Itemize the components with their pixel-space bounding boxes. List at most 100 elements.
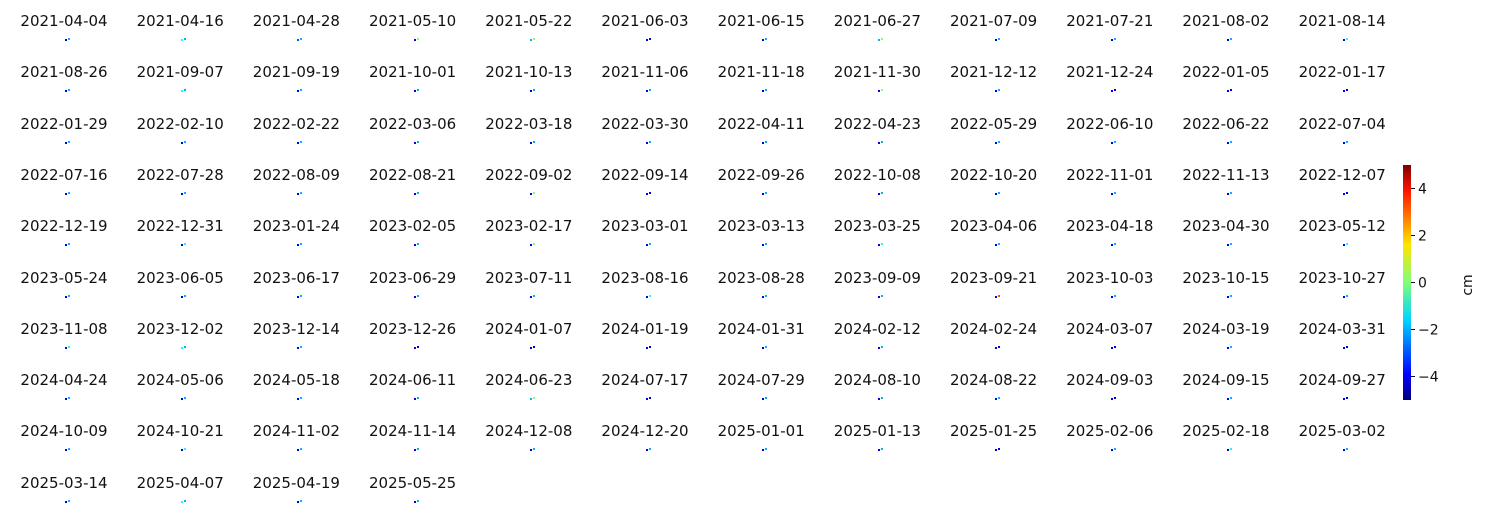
panel-title: 2025-02-06 [1066, 422, 1154, 441]
colorbar-tick-label: 2 [1418, 229, 1427, 245]
panel: 2025-03-14 [6, 462, 122, 512]
panel: 2022-09-26 [703, 154, 819, 204]
panel-title: 2022-06-22 [1182, 114, 1270, 133]
panel-heatmap [646, 345, 651, 349]
panel-heatmap [1227, 345, 1232, 349]
panel-heatmap [762, 397, 768, 401]
heatmap-cell [762, 90, 765, 93]
panel: 2024-05-06 [122, 359, 238, 409]
heatmap-cell [532, 294, 535, 297]
panel-title: 2021-04-28 [252, 12, 340, 30]
heatmap-cell [1346, 294, 1349, 297]
heatmap-cell [994, 39, 997, 41]
panel-title: 2024-01-07 [485, 319, 573, 338]
panel: 2022-06-22 [1168, 103, 1284, 153]
heatmap-cell [765, 294, 768, 297]
heatmap-cell [1110, 141, 1113, 144]
panel-heatmap [65, 294, 70, 298]
heatmap-cell [181, 90, 184, 93]
panel-heatmap [413, 397, 419, 401]
panel: 2023-09-09 [819, 257, 935, 307]
heatmap-cell [878, 90, 881, 93]
heatmap-cell [68, 448, 70, 451]
panel-title: 2024-12-08 [485, 422, 573, 441]
heatmap-cell [1343, 192, 1346, 195]
panel: 2022-04-23 [819, 103, 935, 153]
panel: 2023-12-14 [238, 308, 354, 358]
panel: 2024-05-18 [238, 359, 354, 409]
panel: 2022-08-21 [355, 154, 471, 204]
panel: 2022-03-30 [587, 103, 703, 153]
heatmap-cell [1230, 448, 1232, 451]
panel-heatmap [413, 38, 419, 41]
heatmap-cell [997, 294, 1000, 297]
panel: 2024-11-14 [355, 410, 471, 460]
heatmap-cell [297, 141, 300, 144]
panel: 2025-02-06 [1052, 410, 1168, 460]
panel-heatmap [65, 191, 70, 195]
panel-heatmap [1343, 38, 1349, 41]
colorbar-tick-label: −2 [1418, 323, 1439, 339]
panel-heatmap [1343, 294, 1349, 298]
panel: 2023-02-17 [471, 205, 587, 255]
heatmap-cell [297, 500, 300, 503]
panel: 2024-12-08 [471, 410, 587, 460]
panel-title: 2023-03-13 [717, 217, 805, 236]
panel-heatmap [413, 345, 419, 349]
heatmap-cell [1346, 448, 1349, 451]
heatmap-cell [65, 295, 67, 298]
heatmap-cell [646, 192, 648, 195]
panel-title: 2023-06-29 [369, 268, 457, 287]
heatmap-cell [1227, 192, 1229, 195]
panel: 2023-04-06 [936, 205, 1052, 255]
panel-title: 2021-06-27 [833, 12, 921, 30]
panel-title: 2024-03-19 [1182, 319, 1270, 338]
panel: 2021-05-10 [355, 0, 471, 50]
panel-title: 2022-06-10 [1066, 114, 1154, 133]
panel: 2022-01-29 [6, 103, 122, 153]
heatmap-cell [68, 38, 70, 40]
heatmap-cell [881, 243, 884, 246]
panel-heatmap [994, 448, 1000, 452]
heatmap-cell [1230, 294, 1232, 297]
panel-title: 2023-01-24 [252, 217, 340, 236]
panel-title: 2022-08-09 [252, 165, 340, 184]
panel-heatmap [65, 448, 70, 452]
heatmap-cell [300, 448, 303, 451]
panel-heatmap [762, 448, 768, 452]
panel-heatmap [181, 89, 187, 93]
heatmap-cell [68, 243, 70, 246]
panel-heatmap [297, 397, 303, 401]
heatmap-cell [300, 345, 303, 348]
heatmap-cell [529, 449, 532, 452]
panel: 2023-07-11 [471, 257, 587, 307]
panel: 2024-07-29 [703, 359, 819, 409]
panel: 2023-12-02 [122, 308, 238, 358]
panel: 2021-09-19 [238, 51, 354, 101]
panel-title: 2022-09-26 [717, 165, 805, 184]
panel-title: 2022-11-13 [1182, 165, 1270, 184]
heatmap-cell [1110, 244, 1113, 247]
panel-title: 2023-10-15 [1182, 268, 1270, 287]
panel: 2022-11-13 [1168, 154, 1284, 204]
panel-title: 2024-01-19 [601, 319, 689, 338]
panel-heatmap [413, 89, 419, 93]
panel-title: 2025-04-07 [136, 473, 224, 492]
panel-heatmap [181, 499, 187, 503]
panel: 2022-07-16 [6, 154, 122, 204]
panel-title: 2024-10-21 [136, 422, 224, 441]
panel: 2021-11-30 [819, 51, 935, 101]
panel-heatmap [646, 397, 651, 401]
panel-heatmap [529, 38, 535, 41]
panel-heatmap [762, 89, 768, 93]
heatmap-cell [65, 39, 67, 41]
panel-heatmap [1110, 448, 1116, 452]
heatmap-cell [646, 90, 648, 93]
heatmap-cell [184, 38, 187, 40]
heatmap-cell [878, 346, 881, 349]
heatmap-cell [997, 243, 1000, 246]
panel-heatmap [297, 89, 303, 93]
heatmap-cell [300, 499, 303, 502]
heatmap-cell [1346, 89, 1349, 92]
panel: 2022-01-05 [1168, 51, 1284, 101]
